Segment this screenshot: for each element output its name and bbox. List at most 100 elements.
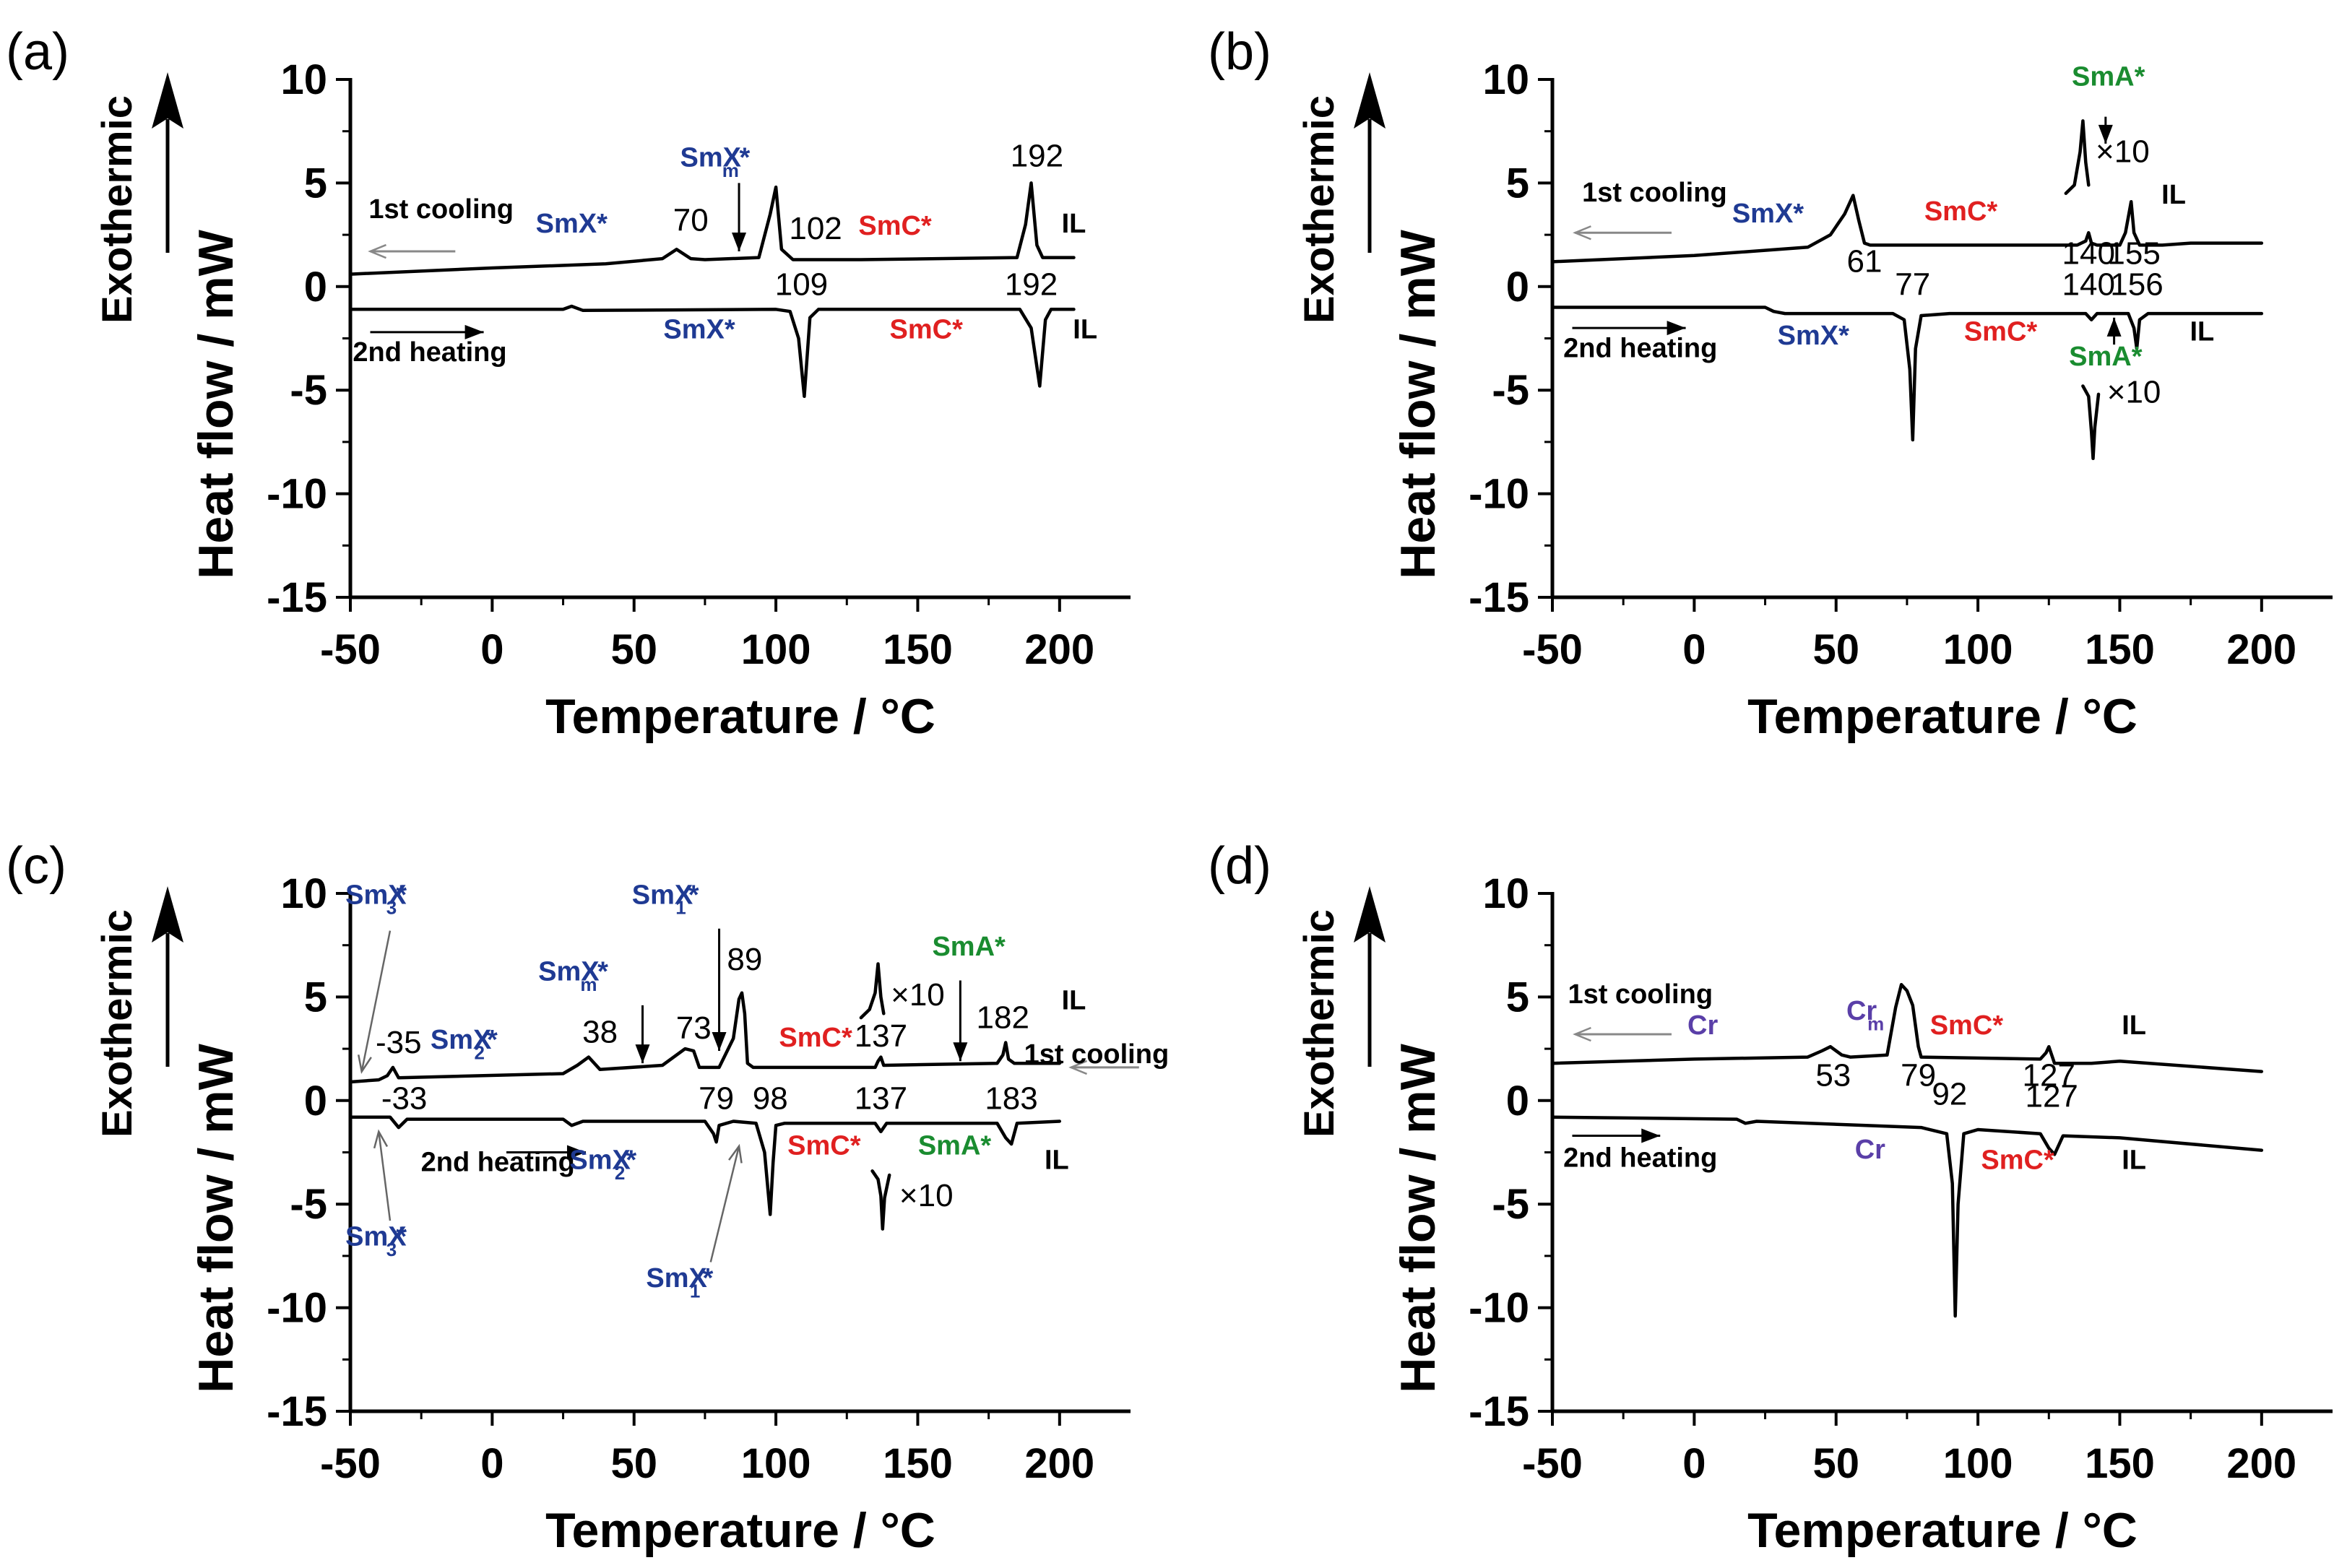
x-tick-label: -50 <box>320 626 381 673</box>
annotation-label: 140 <box>2062 235 2115 271</box>
y-tick-label: -10 <box>1469 1285 1529 1332</box>
annotation-label: 2nd heating <box>1563 1143 1717 1174</box>
y-axis-title: Heat flow / mW <box>1391 229 1445 579</box>
annotation-label: SmC* <box>1981 1145 2054 1175</box>
y-tick-label: -15 <box>1469 574 1529 621</box>
annotation-arrow-head <box>728 1143 743 1164</box>
annotation-label: * <box>396 1222 407 1252</box>
annotation-label: SmC* <box>1964 316 2038 347</box>
annotation-label: SmX <box>345 1222 407 1252</box>
series-line-sma-10-cooling <box>859 962 886 1020</box>
annotation-label: 127 <box>2023 1058 2075 1093</box>
annotation-arrow-head <box>2098 124 2113 144</box>
annotation-label: SmC* <box>1930 1010 2004 1041</box>
exothermic-arrow-head <box>152 72 183 129</box>
exothermic-arrow-head <box>1354 886 1386 943</box>
series-line-sma-10-cooling <box>2064 119 2091 195</box>
x-tick-label: 100 <box>741 1440 811 1487</box>
panel-d: (d)-50 0 50 100 150 2001050-5-10-15Temperatur… <box>1208 837 2333 1558</box>
annotation-label: 140 <box>2062 267 2115 302</box>
annotation-label: 1 <box>675 897 686 919</box>
annotation-label: 2nd heating <box>421 1147 575 1177</box>
y-tick-label: 10 <box>1482 56 1529 103</box>
annotation-label: 1st cooling <box>1582 178 1727 208</box>
x-tick-label: 150 <box>2085 1440 2155 1487</box>
annotation-arrow-head <box>1573 225 1591 241</box>
annotation-label: * <box>702 1263 713 1294</box>
annotation-label: IL <box>2190 316 2214 347</box>
y-tick-label: -10 <box>267 1285 327 1332</box>
y-axis-title: Heat flow / mW <box>189 229 243 579</box>
y-tick-label: -5 <box>1492 367 1529 414</box>
series-line-1st-cooling <box>348 181 1076 276</box>
annotation-label: SmA* <box>2072 62 2145 92</box>
annotation-arrow-head <box>1641 1128 1661 1143</box>
x-tick-label: 150 <box>883 626 953 673</box>
series-line-sma-10-heating <box>870 1169 891 1231</box>
annotation-label: m <box>1867 1013 1884 1034</box>
annotation-label: 77 <box>1895 267 1930 302</box>
annotation-label: SmC* <box>779 1023 852 1053</box>
annotation-label: SmA* <box>932 932 1006 962</box>
x-tick-label: 150 <box>883 1440 953 1487</box>
annotation-label: -33 <box>381 1080 428 1116</box>
annotation-label: 3 <box>386 1239 397 1260</box>
annotation-label: 137 <box>855 1080 907 1116</box>
annotation-arrow-head <box>712 1031 727 1051</box>
x-tick-label: -50 <box>1522 1440 1583 1487</box>
series-line-1st-cooling <box>1550 194 2264 264</box>
annotation-label: SmA* <box>2069 342 2143 372</box>
annotation-label: ×10 <box>2107 374 2161 410</box>
x-tick-label: 0 <box>1682 1440 1706 1487</box>
y-tick-label: 0 <box>1506 1078 1529 1125</box>
x-tick-label: 200 <box>1024 626 1094 673</box>
y-tick-label: 5 <box>304 160 327 207</box>
annotation-label: * <box>396 880 407 910</box>
x-tick-label: 100 <box>1943 626 2013 673</box>
annotation-arrow-head <box>1068 1060 1088 1075</box>
annotation-label: * <box>688 880 699 910</box>
y-tick-label: 10 <box>280 56 327 103</box>
series-line-2nd-heating <box>1550 1115 2264 1318</box>
panel-label-a: (a) <box>6 23 69 81</box>
annotation-label: 92 <box>1932 1077 1967 1112</box>
annotation-arrow-head <box>566 1145 586 1160</box>
y-tick-label: 0 <box>304 264 327 311</box>
y-axis-title: Heat flow / mW <box>1391 1043 1445 1392</box>
y-tick-label: -15 <box>1469 1388 1529 1435</box>
exothermic-label: Exothermic <box>1296 909 1343 1138</box>
annotation-label: 1st cooling <box>368 194 514 225</box>
annotation-label: 98 <box>753 1080 788 1116</box>
x-tick-label: 200 <box>2226 1440 2296 1487</box>
x-tick-label: 0 <box>1682 626 1706 673</box>
annotation-label: 127 <box>2025 1078 2078 1114</box>
annotation-label: 156 <box>2110 267 2163 302</box>
annotation-label: 155 <box>2107 235 2160 271</box>
x-tick-label: 0 <box>480 626 503 673</box>
x-tick-label: 200 <box>2226 626 2296 673</box>
annotation-label: IL <box>2122 1145 2146 1175</box>
x-tick-label: -50 <box>320 1440 381 1487</box>
annotation-label: 1st cooling <box>1568 979 1713 1010</box>
annotation-label: * <box>597 956 608 987</box>
annotation-arrow-head <box>358 1054 372 1074</box>
annotation-label: SmC* <box>787 1130 861 1161</box>
x-tick-label: 50 <box>610 626 657 673</box>
y-tick-label: -10 <box>267 471 327 518</box>
y-tick-label: 0 <box>1506 264 1529 311</box>
annotation-label: 3 <box>386 897 397 919</box>
annotation-label: SmX <box>569 1145 631 1175</box>
annotation-label: SmC* <box>1924 196 1998 227</box>
x-tick-label: 50 <box>610 1440 657 1487</box>
exothermic-label: Exothermic <box>94 909 141 1138</box>
annotation-arrow-head <box>1667 321 1686 336</box>
annotation-label: 73 <box>676 1010 712 1046</box>
annotation-label: 1st cooling <box>1024 1039 1170 1070</box>
x-tick-label: 200 <box>1024 1440 1094 1487</box>
annotation-label: ×10 <box>899 1178 954 1213</box>
annotation-label: SmX* <box>1732 199 1804 229</box>
exothermic-arrow-head <box>152 886 183 943</box>
annotation-label: 70 <box>673 202 709 238</box>
y-tick-label: -10 <box>1469 471 1529 518</box>
